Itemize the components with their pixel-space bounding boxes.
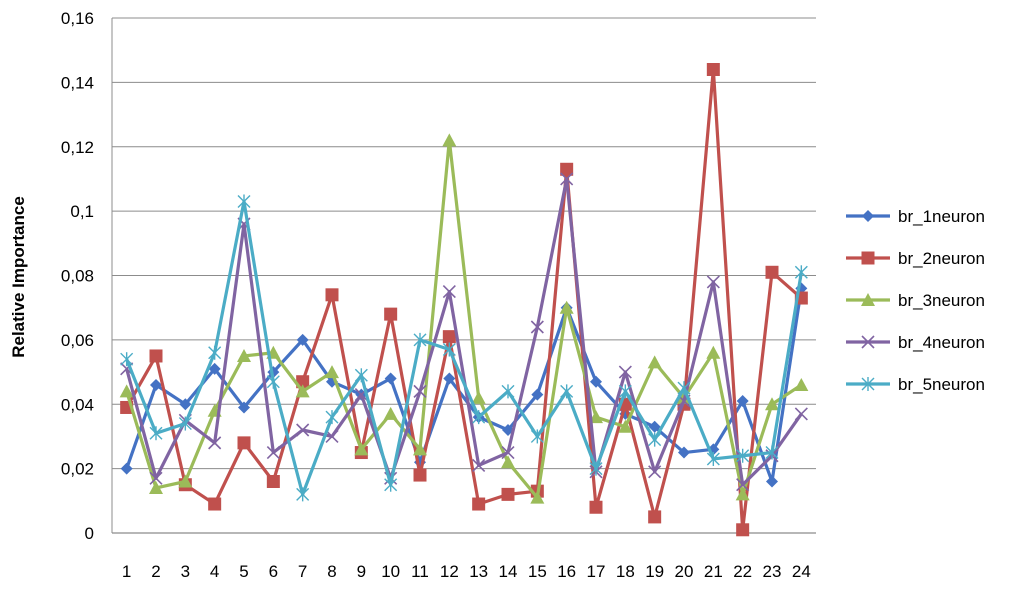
legend: br_1neuron br_2neuron br_3neuron br_4neuron… bbox=[846, 207, 985, 394]
data-point bbox=[443, 330, 456, 343]
data-point bbox=[561, 384, 573, 398]
legend-label: br_3neuron bbox=[898, 291, 985, 310]
legend-item: br_5neuron bbox=[846, 375, 985, 394]
x-tick-label: 9 bbox=[357, 562, 366, 581]
x-tick-label: 17 bbox=[587, 562, 606, 581]
series-line bbox=[127, 140, 802, 497]
data-point bbox=[121, 463, 133, 475]
y-tick-label: 0,12 bbox=[61, 138, 94, 157]
data-point bbox=[267, 375, 279, 389]
x-tick-label: 1 bbox=[122, 562, 131, 581]
y-tick-label: 0,1 bbox=[70, 202, 94, 221]
data-point bbox=[150, 349, 163, 362]
series-br_2neuron bbox=[120, 63, 808, 536]
data-point bbox=[502, 384, 514, 398]
legend-item: br_1neuron bbox=[846, 207, 985, 226]
x-tick-label: 19 bbox=[645, 562, 664, 581]
data-point bbox=[208, 498, 221, 511]
data-point bbox=[326, 410, 338, 424]
legend-item: br_3neuron bbox=[846, 291, 985, 310]
data-point bbox=[649, 433, 661, 447]
y-axis-title: Relative Importance bbox=[9, 196, 28, 358]
x-tick-label: 3 bbox=[181, 562, 190, 581]
y-tick-label: 0,16 bbox=[61, 9, 94, 28]
x-tick-label: 8 bbox=[327, 562, 336, 581]
y-tick-label: 0,04 bbox=[61, 395, 94, 414]
legend-label: br_4neuron bbox=[898, 333, 985, 352]
y-tick-label: 0,14 bbox=[61, 73, 94, 92]
legend-label: br_1neuron bbox=[898, 207, 985, 226]
x-tick-label: 4 bbox=[210, 562, 219, 581]
data-point bbox=[766, 266, 779, 279]
y-tick-label: 0,06 bbox=[61, 331, 94, 350]
data-point bbox=[736, 523, 749, 536]
series-br_5neuron bbox=[121, 194, 808, 501]
x-tick-label: 11 bbox=[411, 562, 429, 581]
x-tick-label: 2 bbox=[151, 562, 160, 581]
data-point bbox=[794, 378, 808, 391]
data-point bbox=[707, 63, 720, 76]
data-point bbox=[209, 346, 221, 360]
x-tick-label: 22 bbox=[733, 562, 752, 581]
x-tick-label: 20 bbox=[675, 562, 694, 581]
data-point bbox=[384, 407, 398, 420]
data-point bbox=[766, 476, 778, 488]
y-tick-label: 0,02 bbox=[61, 460, 94, 479]
data-point bbox=[325, 365, 339, 378]
legend-marker bbox=[862, 210, 874, 222]
x-tick-label: 14 bbox=[499, 562, 518, 581]
data-point bbox=[238, 194, 250, 208]
data-point bbox=[795, 265, 807, 279]
data-point bbox=[297, 487, 309, 501]
data-point bbox=[502, 488, 515, 501]
data-point bbox=[355, 368, 367, 382]
series-line bbox=[127, 70, 802, 530]
y-tick-label: 0,08 bbox=[61, 267, 94, 286]
legend-item: br_2neuron bbox=[846, 249, 985, 268]
data-point bbox=[706, 346, 720, 359]
x-tick-label: 24 bbox=[792, 562, 811, 581]
data-point bbox=[238, 436, 251, 449]
data-point bbox=[121, 352, 133, 366]
x-tick-label: 5 bbox=[239, 562, 248, 581]
legend-item: br_4neuron bbox=[846, 333, 985, 352]
legend-marker bbox=[862, 252, 875, 265]
x-tick-label: 16 bbox=[557, 562, 576, 581]
x-axis-ticks: 1 2 3 4 5 6 7 8 9 10 11 12 13 14 15 16 17 18 19 20 21 22 23 24 bbox=[122, 562, 811, 581]
data-point bbox=[326, 288, 339, 301]
y-tick-label: 0 bbox=[85, 524, 94, 543]
x-tick-label: 7 bbox=[298, 562, 307, 581]
series-br_4neuron bbox=[121, 173, 808, 491]
data-point bbox=[414, 469, 427, 482]
data-point bbox=[472, 498, 485, 511]
data-point bbox=[648, 510, 661, 523]
data-point bbox=[648, 355, 662, 368]
data-point bbox=[385, 478, 397, 492]
legend-label: br_2neuron bbox=[898, 249, 985, 268]
x-tick-label: 10 bbox=[381, 562, 400, 581]
legend-label: br_5neuron bbox=[898, 375, 985, 394]
data-point bbox=[267, 475, 280, 488]
x-tick-label: 18 bbox=[616, 562, 635, 581]
x-tick-label: 21 bbox=[704, 562, 723, 581]
data-point bbox=[442, 133, 456, 146]
y-axis-ticks: 0 0,02 0,04 0,06 0,08 0,1 0,12 0,14 0,16 bbox=[61, 9, 94, 543]
x-tick-label: 13 bbox=[469, 562, 488, 581]
series-layer bbox=[120, 63, 809, 536]
x-tick-label: 12 bbox=[440, 562, 459, 581]
x-tick-label: 15 bbox=[528, 562, 547, 581]
data-point bbox=[384, 308, 397, 321]
x-tick-label: 23 bbox=[763, 562, 782, 581]
data-point bbox=[795, 408, 807, 420]
data-point bbox=[590, 501, 603, 514]
data-point bbox=[385, 373, 397, 385]
x-tick-label: 6 bbox=[269, 562, 278, 581]
